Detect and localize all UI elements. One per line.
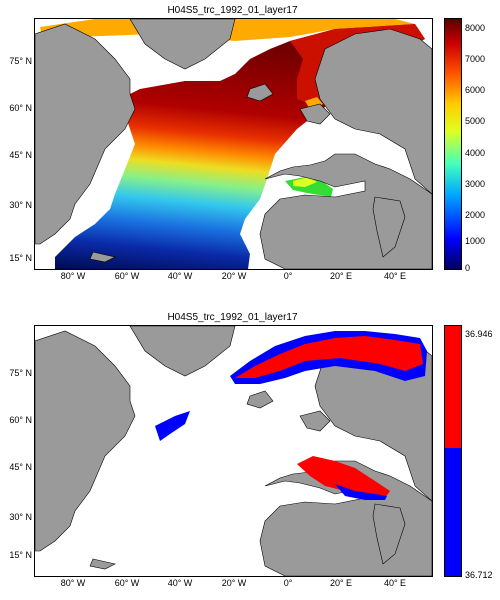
colorbar-gradient xyxy=(445,19,461,269)
colorbar-lower-level xyxy=(445,448,461,576)
lat-tick-label: 45° N xyxy=(9,150,32,160)
lon-tick-label: 60° W xyxy=(114,271,140,281)
lon-tick-label: 40° E xyxy=(383,271,407,281)
colorbar-tick-label: 4000 xyxy=(465,148,486,158)
colorbar-tick-label: 6000 xyxy=(465,85,486,95)
lon-tick-label: 40° E xyxy=(383,578,407,588)
lon-tick-label: 60° W xyxy=(114,578,140,588)
map-plot-area xyxy=(34,18,433,270)
map-title: H04S5_trc_1992_01_layer17 xyxy=(167,5,298,16)
map-canvas xyxy=(35,326,432,576)
colorbar-tick-label: 2000 xyxy=(465,210,486,220)
colorbar-tick-label: 36.712 xyxy=(465,570,493,580)
colorbar-upper-level xyxy=(445,326,461,448)
lat-tick-label: 30° N xyxy=(9,200,32,210)
land-mass xyxy=(35,19,432,269)
colorbar-tick-label: 36.946 xyxy=(465,329,493,339)
lat-tick-label: 75° N xyxy=(9,56,32,66)
map-panel-bottom: H04S5_trc_1992_01_layer17 xyxy=(0,300,500,600)
lat-tick-label: 60° N xyxy=(9,415,32,425)
colorbar-tick-label: 7000 xyxy=(465,54,486,64)
map-panel-top: H04S5_trc_1992_01_layer17 xyxy=(9,5,486,281)
map-plot-area xyxy=(34,325,433,577)
colorbar-tick-label: 3000 xyxy=(465,179,486,189)
lon-tick-label: 80° W xyxy=(60,578,86,588)
lon-tick-label: 80° W xyxy=(60,271,86,281)
lon-tick-label: 40° W xyxy=(167,271,193,281)
colorbar-tick-label: 8000 xyxy=(465,23,486,33)
colorbar-levels xyxy=(445,326,461,576)
map-title: H04S5_trc_1992_01_layer17 xyxy=(167,312,298,323)
tracer-field xyxy=(155,331,427,500)
map-canvas xyxy=(35,19,432,269)
lat-tick-label: 60° N xyxy=(9,103,32,113)
colorbar-tick-label: 5000 xyxy=(465,116,486,126)
lon-tick-label: 40° W xyxy=(167,578,193,588)
colorbar xyxy=(444,325,462,577)
lon-tick-label: 20° W xyxy=(221,271,247,281)
lat-tick-label: 45° N xyxy=(9,462,32,472)
lat-tick-label: 15° N xyxy=(9,550,32,560)
lon-tick-label: 20° E xyxy=(329,271,353,281)
lat-tick-label: 15° N xyxy=(9,253,32,263)
lon-tick-label: 0° xyxy=(283,578,293,588)
lon-tick-label: 20° E xyxy=(329,578,353,588)
lat-tick-label: 75° N xyxy=(9,368,32,378)
colorbar-tick-label: 1000 xyxy=(465,236,486,246)
lon-tick-label: 20° W xyxy=(221,578,247,588)
colorbar xyxy=(444,18,462,270)
lon-tick-label: 0° xyxy=(283,271,293,281)
lat-tick-label: 30° N xyxy=(9,512,32,522)
colorbar-tick-label: 0 xyxy=(465,263,471,273)
